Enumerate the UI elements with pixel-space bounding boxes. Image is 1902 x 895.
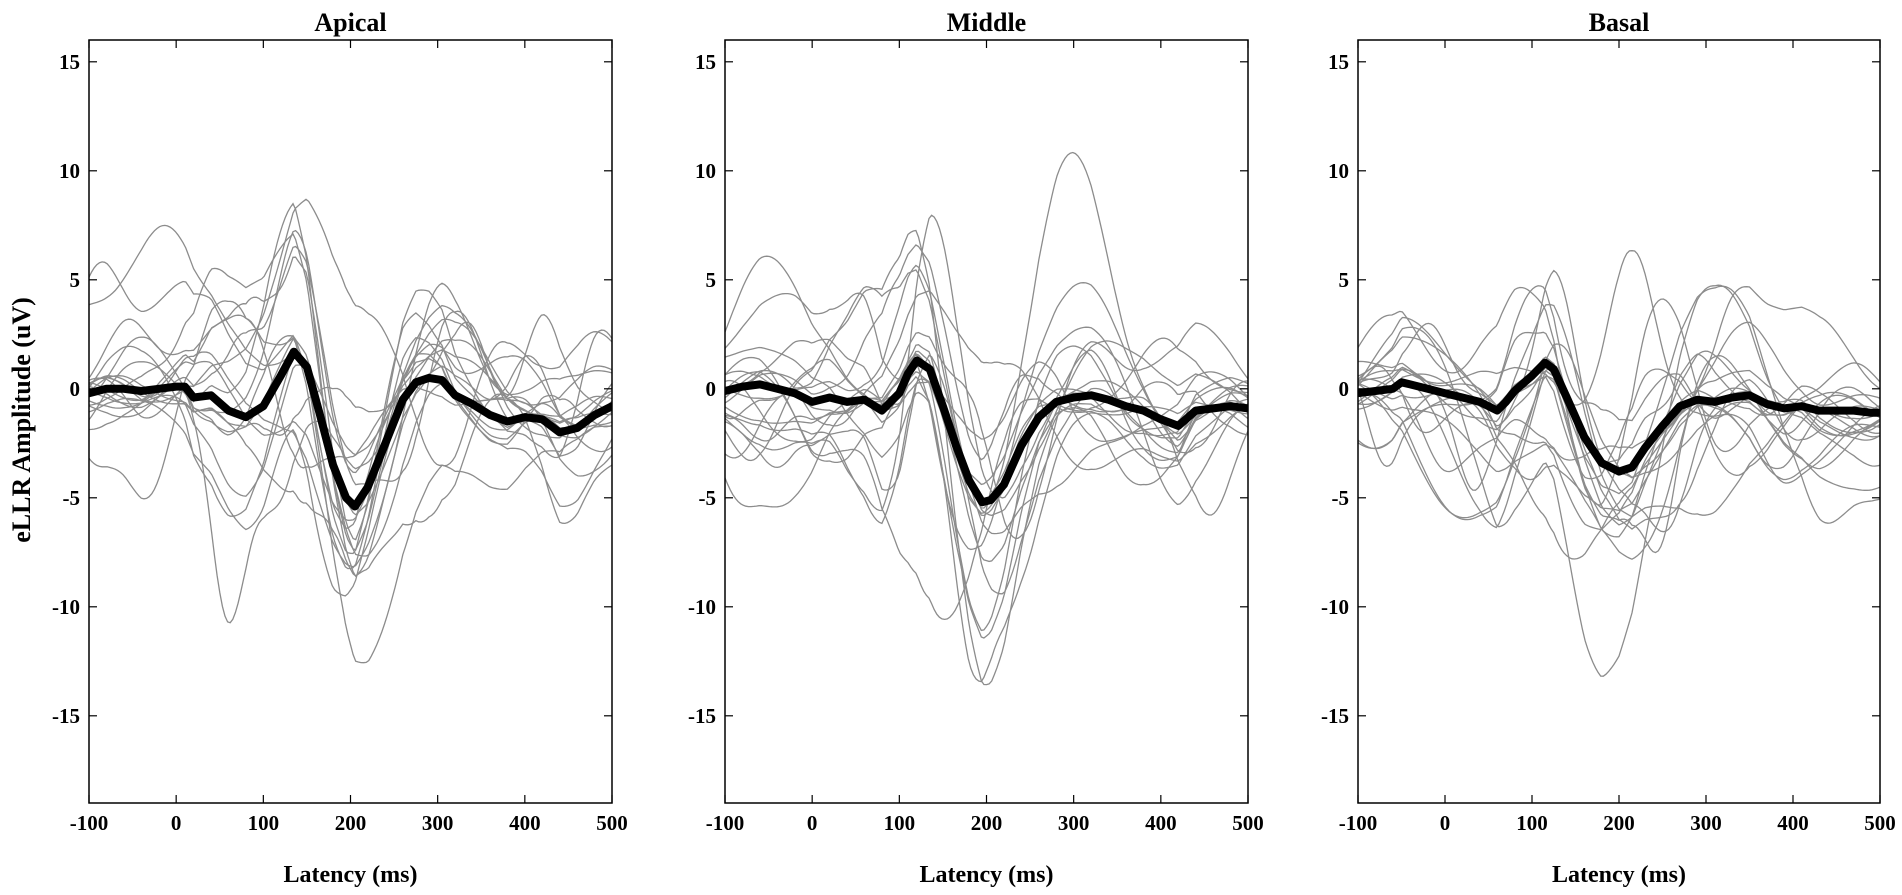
individual-trace xyxy=(725,322,1248,539)
individual-trace xyxy=(725,346,1248,683)
individual-trace xyxy=(89,229,612,474)
y-tick-label: -5 xyxy=(699,486,717,510)
y-tick-label: 10 xyxy=(1328,159,1349,183)
x-tick-label: 300 xyxy=(1690,811,1722,835)
x-axis-label: Latency (ms) xyxy=(920,862,1054,888)
x-tick-label: 500 xyxy=(596,811,628,835)
y-tick-label: -10 xyxy=(1321,595,1349,619)
panel-middle: Middle -100 0 100 200 300 400 500 15 10 5 0 -5 -10 -15… xyxy=(688,8,1264,888)
panel-title: Middle xyxy=(947,8,1026,37)
y-tick-label: 0 xyxy=(70,377,81,401)
y-tick-label: -15 xyxy=(52,704,80,728)
x-tick-label: 0 xyxy=(1440,811,1451,835)
individual-trace xyxy=(725,354,1248,595)
individual-trace xyxy=(1358,362,1880,554)
individual-trace xyxy=(1358,284,1880,677)
individual-trace xyxy=(725,371,1248,621)
x-tick-label: 0 xyxy=(171,811,182,835)
panels: Apical-100 0 100 200 300 400 500151050-5-10-15… xyxy=(52,8,1896,888)
individual-trace xyxy=(1358,303,1880,518)
mean-trace xyxy=(1358,358,1880,476)
panel-title: Basal xyxy=(1589,8,1650,37)
individual-traces xyxy=(1358,250,1880,677)
y-tick-label: 10 xyxy=(695,159,716,183)
y-tick-label: 10 xyxy=(59,159,80,183)
individual-trace xyxy=(725,340,1248,517)
x-tick-label: 300 xyxy=(1058,811,1090,835)
x-tick-label: 400 xyxy=(509,811,541,835)
x-axis-label: Latency (ms) xyxy=(284,862,418,888)
individual-trace xyxy=(89,304,612,521)
y-tick-label: 5 xyxy=(706,268,717,292)
x-axis-label: Latency (ms) xyxy=(1552,862,1686,888)
x-tick-label: 0 xyxy=(807,811,818,835)
individual-trace xyxy=(725,292,1248,563)
x-tick-label: 100 xyxy=(1516,811,1548,835)
x-tick-label: 100 xyxy=(248,811,280,835)
individual-trace xyxy=(89,224,612,456)
x-tick-label: 400 xyxy=(1777,811,1809,835)
individual-trace xyxy=(725,290,1248,471)
individual-trace xyxy=(1358,286,1880,531)
x-tick-label: 500 xyxy=(1864,811,1896,835)
x-tick-label: -100 xyxy=(706,811,745,835)
individual-trace xyxy=(89,349,612,436)
individual-trace xyxy=(89,282,612,568)
y-tick-label: 15 xyxy=(59,50,80,74)
individual-trace xyxy=(725,326,1248,506)
panel-apical: Apical -100 0 100 200 300 400 500 15 10 5 0 -5 -10 -15… xyxy=(52,8,628,888)
y-tick-label: -15 xyxy=(688,704,716,728)
panel-title: Apical xyxy=(314,8,386,37)
x-tick-label: -100 xyxy=(70,811,109,835)
individual-trace xyxy=(1358,331,1880,526)
y-tick-label: 0 xyxy=(706,377,717,401)
panel-basal: Basal -100 0 100 200 300 400 500 15 10 5 0 -5 -10 -15 L… xyxy=(1321,8,1896,888)
x-tick-label: 100 xyxy=(884,811,916,835)
individual-trace xyxy=(1358,285,1880,477)
y-tick-label: 5 xyxy=(1339,268,1350,292)
individual-trace xyxy=(1358,343,1880,519)
individual-trace xyxy=(1358,321,1880,473)
individual-trace xyxy=(1358,286,1880,506)
individual-trace xyxy=(1358,322,1880,530)
mean-trace xyxy=(725,356,1248,507)
individual-trace xyxy=(725,361,1248,508)
individual-trace xyxy=(725,214,1248,512)
individual-trace xyxy=(725,350,1248,517)
y-tick-label: -10 xyxy=(52,595,80,619)
y-tick-label: 0 xyxy=(1339,377,1350,401)
y-tick-label: -5 xyxy=(63,486,81,510)
individual-traces xyxy=(89,198,612,664)
y-tick-label: -10 xyxy=(688,595,716,619)
individual-trace xyxy=(1358,388,1880,512)
x-tick-label: 300 xyxy=(422,811,454,835)
individual-trace xyxy=(89,233,612,551)
individual-trace xyxy=(89,377,612,597)
y-tick-label: -5 xyxy=(1332,486,1350,510)
y-tick-label: 5 xyxy=(70,268,81,292)
individual-trace xyxy=(1358,350,1880,538)
y-tick-label: 15 xyxy=(1328,50,1349,74)
x-tick-label: -100 xyxy=(1339,811,1378,835)
y-axis-label: eLLR Amplitude (uV) xyxy=(7,297,36,543)
individual-trace xyxy=(725,229,1248,686)
individual-trace xyxy=(89,355,612,577)
individual-trace xyxy=(725,345,1248,632)
individual-trace xyxy=(89,261,612,664)
y-tick-label: -15 xyxy=(1321,704,1349,728)
individual-trace xyxy=(89,198,612,467)
x-tick-label: 400 xyxy=(1145,811,1177,835)
x-tick-label: 500 xyxy=(1232,811,1264,835)
x-tick-label: 200 xyxy=(1603,811,1635,835)
x-tick-label: 200 xyxy=(971,811,1003,835)
mean-trace xyxy=(89,347,612,511)
x-tick-label: 200 xyxy=(335,811,367,835)
individual-trace xyxy=(89,312,612,555)
individual-trace xyxy=(725,338,1248,639)
y-tick-label: 15 xyxy=(695,50,716,74)
